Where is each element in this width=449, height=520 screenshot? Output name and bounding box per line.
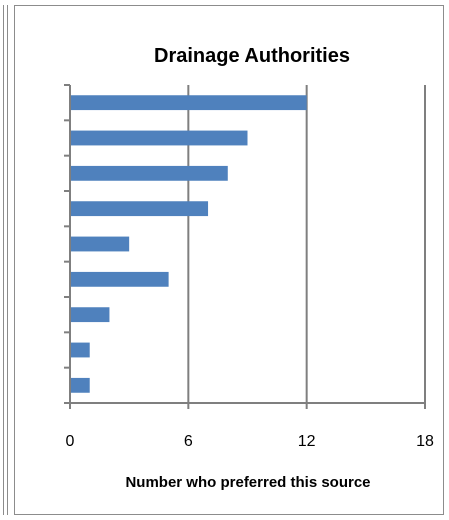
left-border-strip <box>3 5 8 515</box>
x-tick-label-6: 6 <box>184 433 193 450</box>
x-tick-label-18: 18 <box>416 433 434 450</box>
x-tick-label-12: 12 <box>298 433 316 450</box>
bar-6 <box>71 271 169 287</box>
chart-title: Drainage Authorities <box>154 45 350 67</box>
axes <box>64 84 426 409</box>
chart-frame <box>14 5 444 515</box>
bar-4 <box>71 201 209 217</box>
x-tick-label-0: 0 <box>66 433 75 450</box>
bar-5 <box>71 236 130 252</box>
bar-8 <box>71 342 90 358</box>
bar-1 <box>71 95 307 111</box>
bars <box>71 95 307 393</box>
bar-7 <box>71 307 110 323</box>
bar-9 <box>71 377 90 393</box>
bar-3 <box>71 165 228 181</box>
bar-2 <box>71 130 248 146</box>
x-axis-label: Number who preferred this source <box>125 474 370 491</box>
x-tick-labels: 0 6 12 18 <box>66 433 434 450</box>
